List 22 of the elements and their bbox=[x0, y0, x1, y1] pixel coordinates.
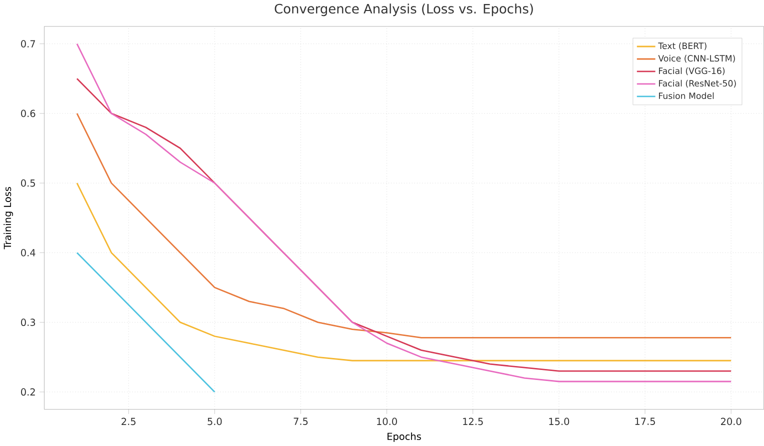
y-tick-label: 0.6 bbox=[21, 110, 36, 118]
x-axis-title: Epochs bbox=[388, 432, 421, 442]
y-tick-label: 0.5 bbox=[21, 180, 35, 187]
y-tick-label: 0.7 bbox=[21, 40, 36, 48]
x-tick-label: 20.0 bbox=[720, 418, 742, 426]
y-tick-label: 0.2 bbox=[21, 388, 35, 396]
x-tick-label: 10.0 bbox=[377, 418, 397, 426]
legend-label: Facial (ResNet-50) bbox=[659, 80, 736, 88]
y-axis-title: Training Loss bbox=[4, 187, 13, 250]
y-tick-label: 0.3 bbox=[21, 318, 36, 326]
legend-label: Facial (VGG-16) bbox=[659, 68, 725, 76]
legend-label: Voice (CNN-LSTM) bbox=[658, 55, 735, 63]
chart-title: Convergence Analysis (Loss vs. Epochs) bbox=[274, 4, 533, 16]
x-tick-label: 5.0 bbox=[208, 418, 222, 426]
legend-label: Fusion Model bbox=[659, 92, 714, 100]
x-tick-label: 2.5 bbox=[122, 418, 136, 426]
y-tick-label: 0.4 bbox=[21, 249, 36, 257]
x-tick-label: 17.5 bbox=[635, 418, 655, 426]
legend-label: Text (BERT) bbox=[658, 42, 706, 50]
x-tick-label: 7.5 bbox=[294, 418, 308, 426]
x-tick-label: 15.0 bbox=[549, 418, 570, 426]
x-tick-label: 12.5 bbox=[463, 418, 483, 426]
